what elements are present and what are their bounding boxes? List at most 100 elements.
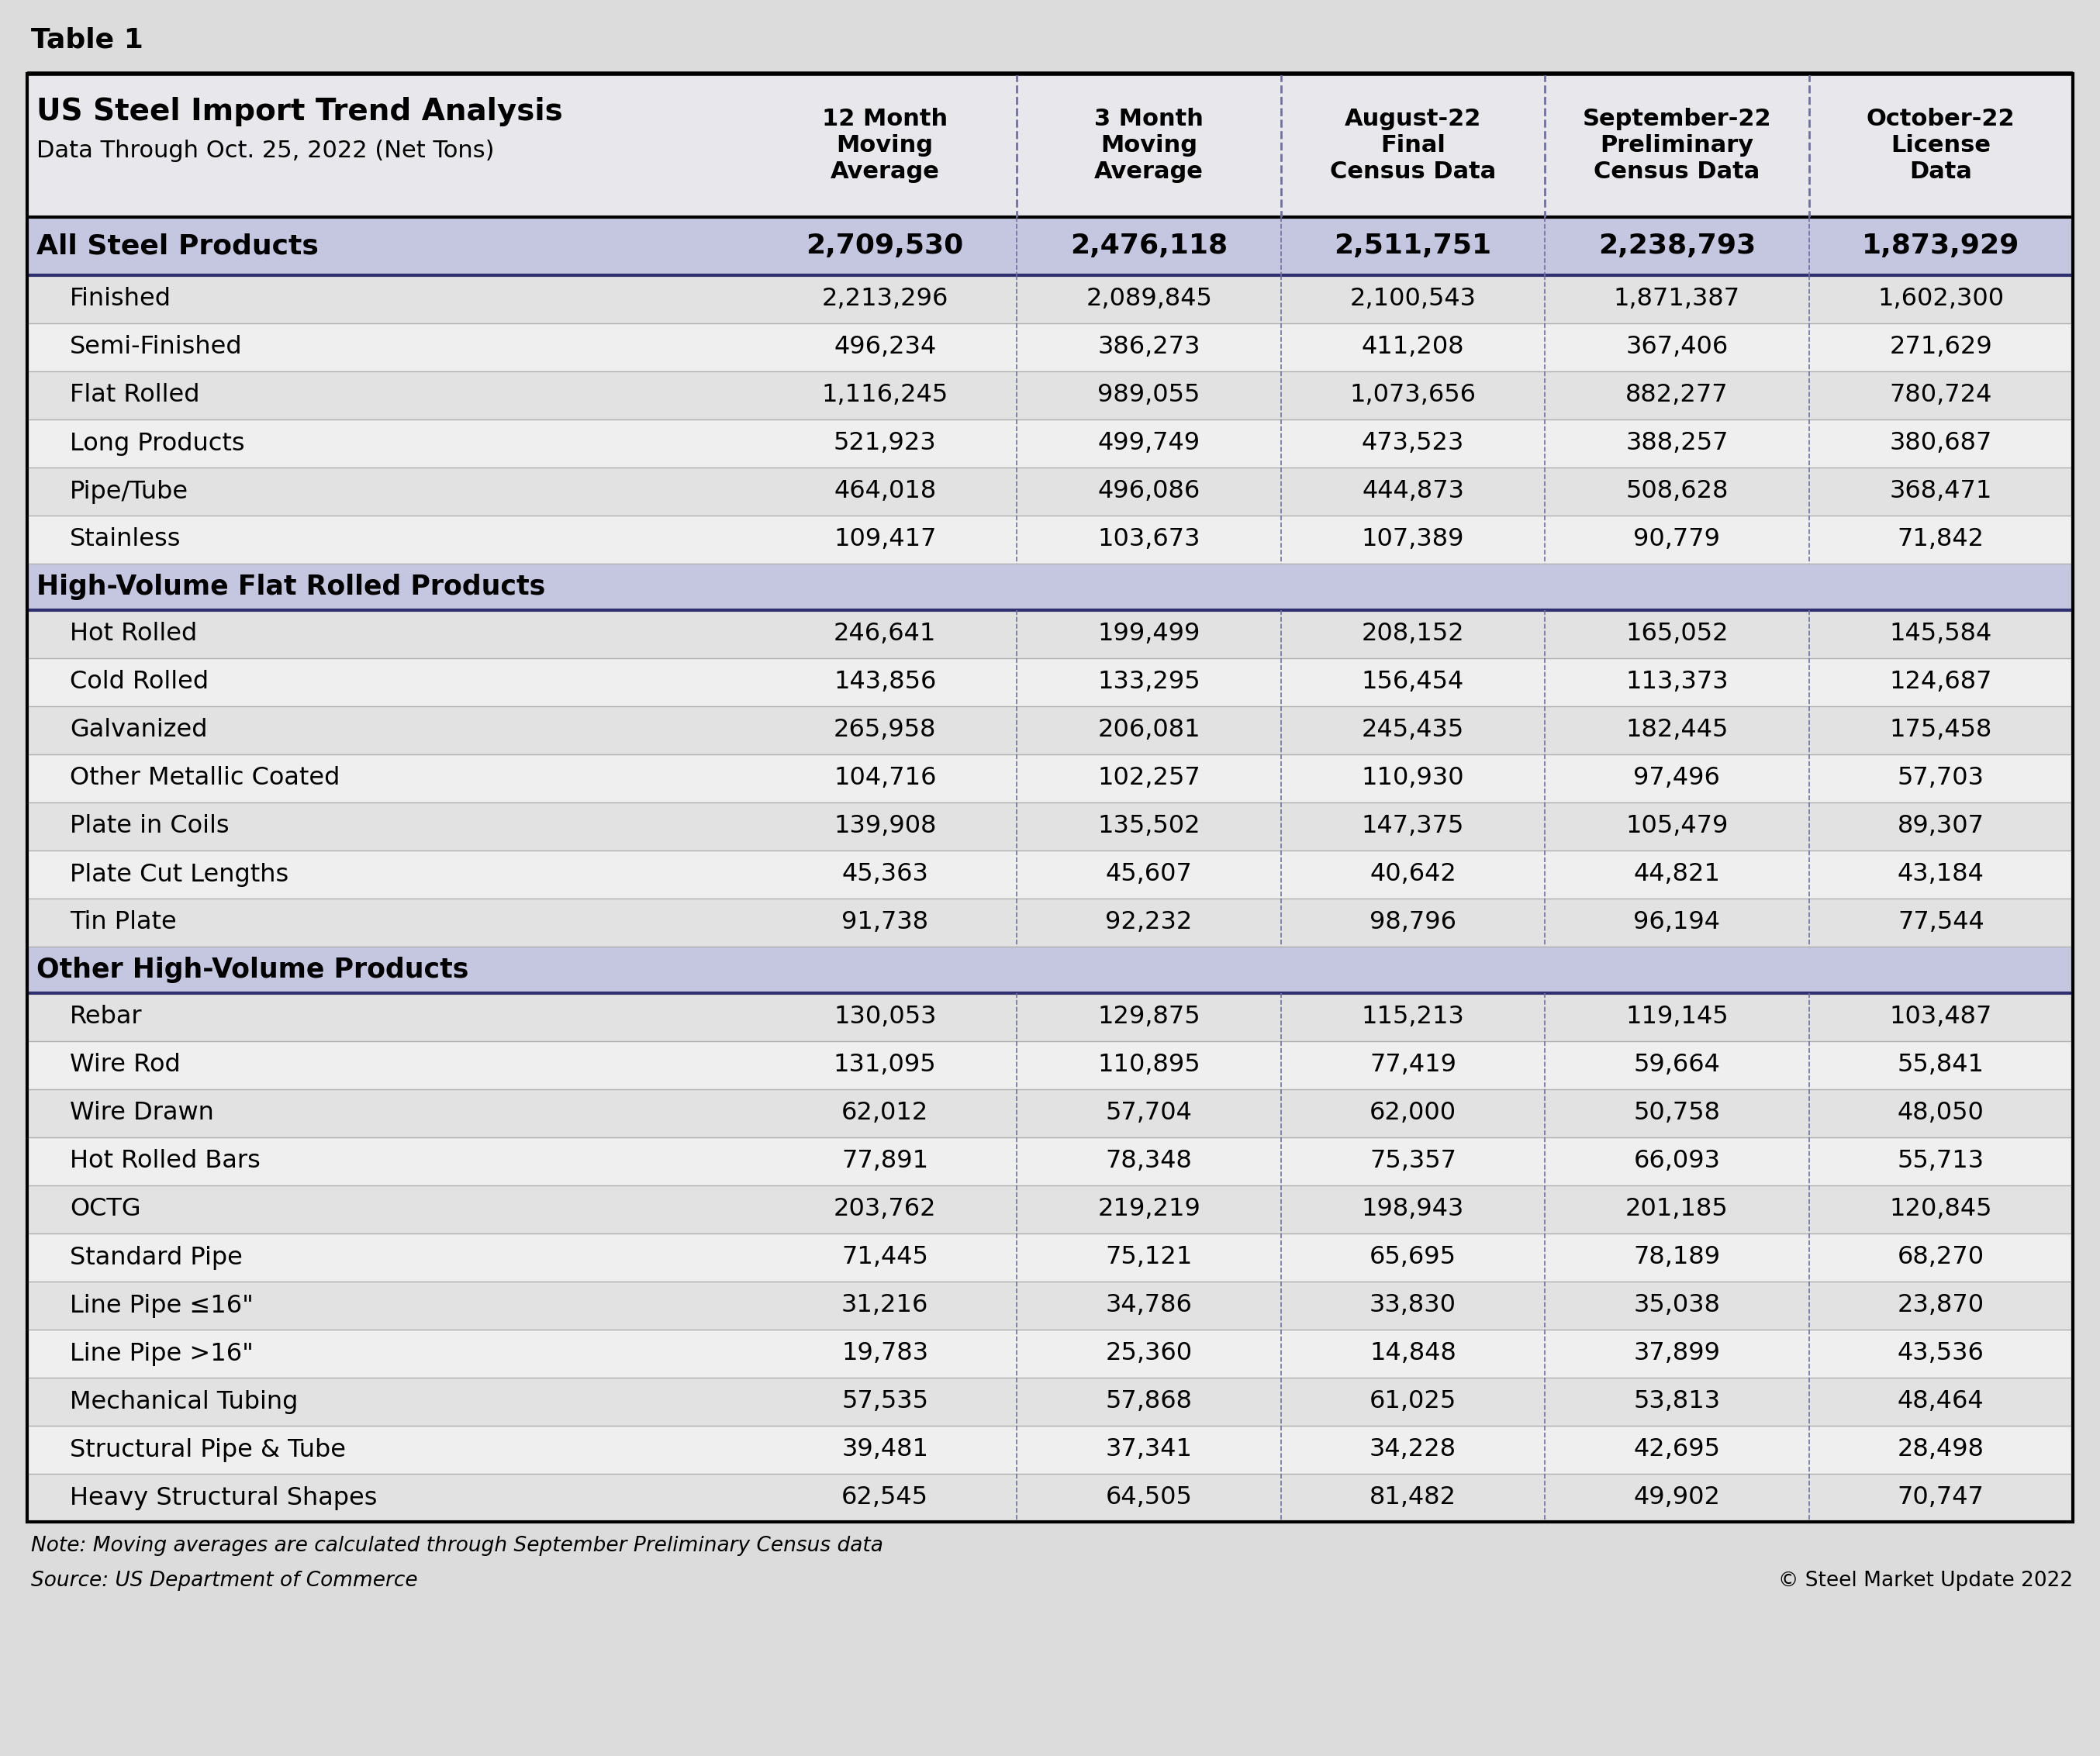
Text: 55,841: 55,841 <box>1898 1054 1984 1076</box>
Text: 70,747: 70,747 <box>1898 1486 1984 1510</box>
Text: 107,389: 107,389 <box>1361 527 1464 551</box>
Text: Heavy Structural Shapes: Heavy Structural Shapes <box>69 1486 378 1510</box>
Text: 25,360: 25,360 <box>1105 1342 1193 1366</box>
Text: Hot Rolled: Hot Rolled <box>69 622 197 646</box>
Bar <box>27 516 2073 564</box>
Text: 45,607: 45,607 <box>1105 862 1193 887</box>
Text: © Steel Market Update 2022: © Steel Market Update 2022 <box>1779 1570 2073 1591</box>
Text: 388,257: 388,257 <box>1625 432 1728 455</box>
Text: 14,848: 14,848 <box>1369 1342 1455 1366</box>
Text: Plate Cut Lengths: Plate Cut Lengths <box>69 862 288 887</box>
Text: Data Through Oct. 25, 2022 (Net Tons): Data Through Oct. 25, 2022 (Net Tons) <box>36 139 493 162</box>
Text: 198,943: 198,943 <box>1361 1198 1464 1222</box>
Text: 40,642: 40,642 <box>1369 862 1455 887</box>
Text: 31,216: 31,216 <box>842 1294 928 1317</box>
Text: STEEL MARKET UPDATE: STEEL MARKET UPDATE <box>271 578 1552 671</box>
Text: 57,704: 57,704 <box>1105 1101 1193 1126</box>
Text: 882,277: 882,277 <box>1625 383 1728 407</box>
Text: Note: Moving averages are calculated through September Preliminary Census data: Note: Moving averages are calculated thr… <box>31 1536 884 1556</box>
Text: 42,695: 42,695 <box>1634 1438 1720 1461</box>
Text: 45,363: 45,363 <box>842 862 928 887</box>
Text: 245,435: 245,435 <box>1361 718 1464 743</box>
Bar <box>27 850 2073 899</box>
Bar <box>27 706 2073 755</box>
Bar <box>27 1138 2073 1185</box>
Text: 2,476,118: 2,476,118 <box>1071 234 1228 260</box>
Text: 143,856: 143,856 <box>834 671 937 694</box>
Text: 367,406: 367,406 <box>1625 335 1728 360</box>
Text: Semi-Finished: Semi-Finished <box>69 335 242 360</box>
Text: 71,842: 71,842 <box>1898 527 1984 551</box>
Text: 66,093: 66,093 <box>1634 1150 1720 1173</box>
Text: 71,445: 71,445 <box>842 1245 928 1270</box>
Text: Flat Rolled: Flat Rolled <box>69 383 199 407</box>
Text: 271,629: 271,629 <box>1890 335 1993 360</box>
Bar <box>27 467 2073 516</box>
Text: Tin Plate: Tin Plate <box>69 911 176 934</box>
Text: 19,783: 19,783 <box>842 1342 928 1366</box>
Text: 57,868: 57,868 <box>1105 1389 1193 1414</box>
Text: Galvanized: Galvanized <box>69 718 208 743</box>
Text: 2,213,296: 2,213,296 <box>821 288 949 311</box>
Text: 103,487: 103,487 <box>1890 1004 1993 1029</box>
Text: 113,373: 113,373 <box>1625 671 1728 694</box>
Bar <box>27 218 2073 276</box>
Text: Rebar: Rebar <box>69 1004 143 1029</box>
Text: US Steel Import Trend Analysis: US Steel Import Trend Analysis <box>36 97 563 126</box>
Bar <box>27 323 2073 371</box>
Text: 411,208: 411,208 <box>1361 335 1464 360</box>
Text: 203,762: 203,762 <box>834 1198 937 1222</box>
Text: OCTG: OCTG <box>69 1198 141 1222</box>
Bar <box>27 1473 2073 1522</box>
Bar <box>27 1041 2073 1089</box>
Text: September-22
Preliminary
Census Data: September-22 Preliminary Census Data <box>1583 109 1772 183</box>
Text: 35,038: 35,038 <box>1634 1294 1720 1317</box>
Text: 64,505: 64,505 <box>1105 1486 1193 1510</box>
Bar <box>27 371 2073 420</box>
Text: 508,628: 508,628 <box>1625 479 1728 504</box>
Bar <box>27 946 2073 994</box>
Text: 165,052: 165,052 <box>1625 622 1728 646</box>
Text: 89,307: 89,307 <box>1898 815 1984 838</box>
Text: 61,025: 61,025 <box>1369 1389 1457 1414</box>
Bar <box>27 658 2073 706</box>
Text: 496,234: 496,234 <box>834 335 937 360</box>
Text: All Steel Products: All Steel Products <box>36 234 319 260</box>
Text: 62,012: 62,012 <box>842 1101 928 1126</box>
Text: 1,871,387: 1,871,387 <box>1613 288 1741 311</box>
Text: 12 Month
Moving
Average: 12 Month Moving Average <box>821 109 947 183</box>
Text: August-22
Final
Census Data: August-22 Final Census Data <box>1329 109 1495 183</box>
Text: Standard Pipe: Standard Pipe <box>69 1245 244 1270</box>
Bar <box>27 1282 2073 1329</box>
Text: 59,664: 59,664 <box>1634 1054 1720 1076</box>
Text: 199,499: 199,499 <box>1098 622 1201 646</box>
Text: Wire Drawn: Wire Drawn <box>69 1101 214 1126</box>
Text: Line Pipe >16": Line Pipe >16" <box>69 1342 254 1366</box>
Text: 57,535: 57,535 <box>842 1389 928 1414</box>
Text: 130,053: 130,053 <box>834 1004 937 1029</box>
Bar <box>27 609 2073 658</box>
Text: 75,121: 75,121 <box>1105 1245 1193 1270</box>
Bar <box>27 1185 2073 1233</box>
Bar <box>27 802 2073 850</box>
Text: 49,902: 49,902 <box>1634 1486 1720 1510</box>
Text: 380,687: 380,687 <box>1890 432 1993 455</box>
Text: 37,341: 37,341 <box>1105 1438 1193 1461</box>
Text: October-22
License
Data: October-22 License Data <box>1867 109 2016 183</box>
Text: 91,738: 91,738 <box>842 911 928 934</box>
Text: 34,786: 34,786 <box>1105 1294 1193 1317</box>
Text: 23,870: 23,870 <box>1898 1294 1984 1317</box>
Text: 109,417: 109,417 <box>834 527 937 551</box>
Text: 119,145: 119,145 <box>1625 1004 1728 1029</box>
Text: 219,219: 219,219 <box>1098 1198 1201 1222</box>
Text: Cold Rolled: Cold Rolled <box>69 671 208 694</box>
Text: 50,758: 50,758 <box>1634 1101 1720 1126</box>
Text: Mechanical Tubing: Mechanical Tubing <box>69 1389 298 1414</box>
Text: 65,695: 65,695 <box>1369 1245 1457 1270</box>
Text: 2,709,530: 2,709,530 <box>806 234 964 260</box>
Text: 37,899: 37,899 <box>1634 1342 1720 1366</box>
Text: 53,813: 53,813 <box>1634 1389 1720 1414</box>
Text: 43,184: 43,184 <box>1898 862 1984 887</box>
Text: 34,228: 34,228 <box>1369 1438 1457 1461</box>
Text: 131,095: 131,095 <box>834 1054 937 1076</box>
